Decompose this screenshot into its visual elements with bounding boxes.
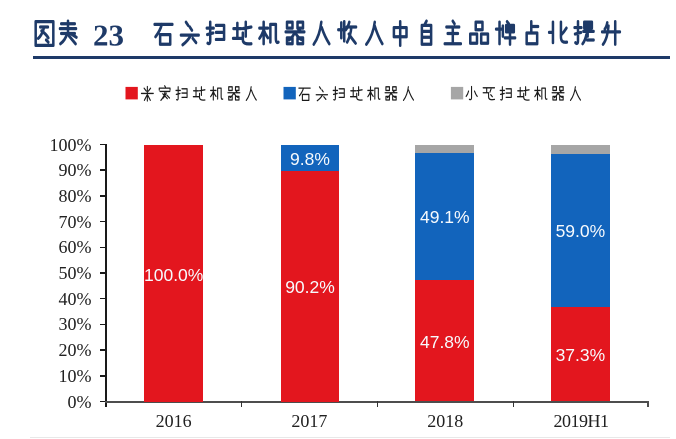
svg-text:23: 23 xyxy=(93,18,124,53)
